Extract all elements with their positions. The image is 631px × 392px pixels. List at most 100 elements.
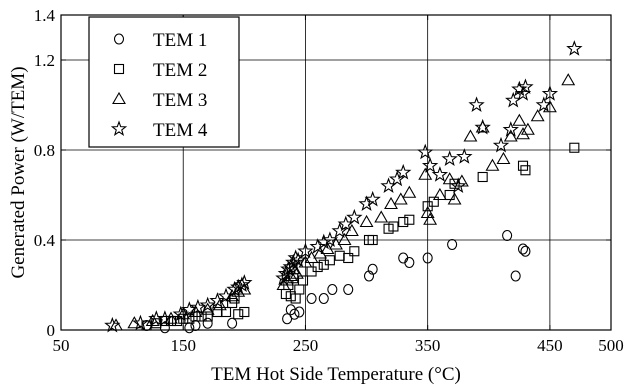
legend-star-icon <box>110 120 128 136</box>
star-point <box>277 265 295 281</box>
legend-item: TEM 1 <box>113 30 207 51</box>
circle-point <box>447 238 458 251</box>
triangle-point <box>447 192 462 205</box>
triangle-point <box>512 113 527 126</box>
legend-label: TEM 3 <box>153 90 207 111</box>
star-point <box>450 177 467 193</box>
series-1 <box>141 229 531 334</box>
star-point <box>346 208 363 225</box>
x-tick-label: 450 <box>537 336 563 355</box>
y-axis-title: Generated Power (W/TEM) <box>8 66 29 278</box>
star-point <box>388 170 406 187</box>
circle-point <box>289 308 300 320</box>
legend-label: TEM 2 <box>153 60 207 81</box>
x-tick-label: 150 <box>170 336 196 355</box>
star-point <box>502 121 519 137</box>
legend-item: TEM 3 <box>112 90 207 111</box>
star-point <box>468 96 485 112</box>
star-point <box>505 91 522 108</box>
square-point <box>294 284 305 295</box>
plot-frame <box>60 14 612 331</box>
square-point <box>233 309 244 320</box>
legend-circle-icon <box>113 33 125 45</box>
triangle-point <box>374 210 389 223</box>
y-tick-label: 1.2 <box>34 51 55 70</box>
triangle-point <box>561 73 576 86</box>
square-point <box>367 234 378 246</box>
star-point <box>456 148 473 164</box>
y-tick-label: 0 <box>47 321 56 340</box>
star-point <box>309 238 326 254</box>
square-point <box>343 252 354 264</box>
data-points <box>104 40 583 334</box>
star-point <box>511 80 528 97</box>
star-point <box>315 233 332 250</box>
x-tick-label: 500 <box>598 336 624 355</box>
circle-point <box>422 252 433 264</box>
star-point <box>417 143 434 160</box>
legend-label: TEM 4 <box>153 120 208 141</box>
circle-point <box>227 317 238 329</box>
legend-item: TEM 2 <box>113 60 207 81</box>
circle-point <box>343 283 354 296</box>
star-point <box>331 222 348 238</box>
triangle-point <box>298 255 313 268</box>
y-tick-label: 1.4 <box>34 6 56 25</box>
series-2 <box>141 142 580 331</box>
star-point <box>492 136 510 153</box>
square-point <box>520 165 531 176</box>
triangle-point <box>402 185 417 198</box>
circle-point <box>190 319 201 332</box>
circle-point <box>517 243 529 255</box>
star-point <box>275 269 292 286</box>
star-point <box>321 231 339 247</box>
triangle-point <box>359 214 374 228</box>
circle-point <box>510 270 521 282</box>
triangle-point <box>393 192 408 205</box>
square-point <box>159 315 170 327</box>
triangle-point <box>337 232 352 246</box>
triangle-point <box>475 120 490 133</box>
y-tick-label: 0.8 <box>34 141 55 160</box>
square-point <box>398 216 409 228</box>
star-point <box>517 78 534 94</box>
triangle-point <box>463 129 478 142</box>
triangle-point <box>432 187 447 201</box>
x-axis-title: TEM Hot Side Temperature (°C) <box>211 364 461 385</box>
x-tick-label: 50 <box>53 336 70 355</box>
axes: 50 150 250 350 450 500 0 0.4 0.8 1.2 1.4 <box>34 6 624 355</box>
triangle-point <box>344 223 359 237</box>
triangle-point <box>442 172 457 185</box>
star-point <box>431 166 449 182</box>
triangle-point <box>496 151 511 165</box>
circle-point <box>202 317 213 329</box>
triangle-point <box>384 196 398 210</box>
triangle-point <box>423 212 438 225</box>
x-tick-label: 350 <box>415 336 441 355</box>
circle-point <box>520 245 531 257</box>
square-point <box>324 255 335 266</box>
legend-square-icon <box>113 63 125 75</box>
triangle-point <box>145 313 160 327</box>
star-point <box>199 296 216 313</box>
legend-triangle-icon <box>112 91 126 105</box>
y-tick-label: 0.4 <box>34 231 56 250</box>
circle-point <box>404 256 415 269</box>
triangle-point <box>276 277 291 291</box>
triangle-point <box>516 127 530 140</box>
star-point <box>132 314 149 331</box>
square-point <box>444 189 455 201</box>
circle-point <box>502 229 513 242</box>
triangle-point <box>313 246 328 259</box>
star-point <box>189 298 207 315</box>
triangle-point <box>503 129 518 142</box>
legend-label: TEM 1 <box>153 30 207 51</box>
circle-point <box>306 292 317 305</box>
square-point <box>202 311 213 322</box>
triangle-point <box>127 316 142 329</box>
star-point <box>566 40 583 56</box>
star-point <box>358 195 375 211</box>
star-point <box>156 310 174 326</box>
circle-point <box>367 263 378 275</box>
